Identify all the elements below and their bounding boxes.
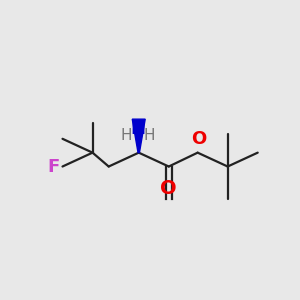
Text: O: O (160, 179, 177, 198)
Text: N: N (130, 120, 145, 138)
Text: F: F (47, 158, 60, 175)
Text: H: H (120, 128, 132, 143)
Polygon shape (132, 119, 145, 153)
Text: H: H (143, 128, 155, 143)
Text: O: O (191, 130, 206, 148)
